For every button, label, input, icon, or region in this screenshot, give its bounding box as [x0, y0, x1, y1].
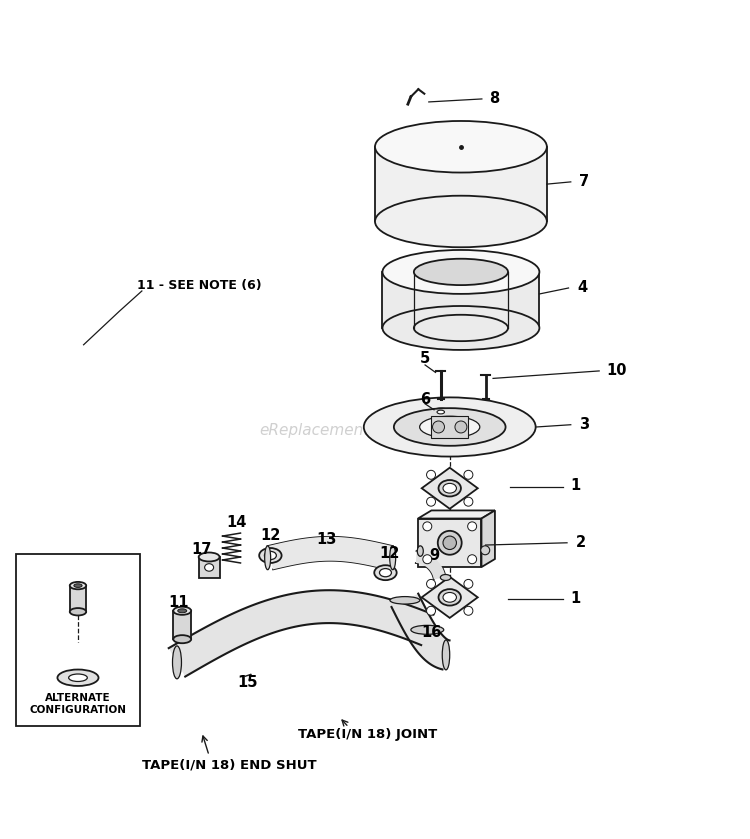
Ellipse shape [364, 398, 536, 456]
Circle shape [464, 580, 473, 588]
Polygon shape [173, 611, 191, 639]
Text: 10: 10 [606, 363, 626, 378]
Text: 1: 1 [570, 591, 580, 607]
Circle shape [427, 580, 436, 588]
Text: TAPE(I/N 18) END SHUT: TAPE(I/N 18) END SHUT [142, 758, 316, 771]
Ellipse shape [420, 416, 480, 438]
Text: eReplacementParts.com: eReplacementParts.com [260, 423, 446, 438]
Ellipse shape [439, 480, 461, 497]
Circle shape [433, 421, 445, 433]
Ellipse shape [417, 546, 423, 556]
Text: 11 - SEE NOTE (6): 11 - SEE NOTE (6) [137, 279, 262, 291]
Circle shape [427, 607, 436, 615]
Ellipse shape [173, 607, 191, 615]
Polygon shape [268, 537, 393, 570]
Text: 16: 16 [421, 625, 441, 640]
Ellipse shape [390, 597, 420, 604]
Ellipse shape [58, 670, 98, 686]
Text: 13: 13 [316, 532, 337, 546]
Ellipse shape [414, 258, 508, 285]
Text: 14: 14 [226, 515, 246, 530]
Ellipse shape [260, 548, 281, 563]
Ellipse shape [172, 646, 182, 679]
Text: 8: 8 [490, 91, 500, 106]
Polygon shape [375, 147, 547, 221]
Ellipse shape [414, 315, 508, 341]
Text: 12: 12 [260, 528, 280, 543]
FancyBboxPatch shape [16, 554, 140, 726]
Polygon shape [418, 510, 495, 519]
Circle shape [468, 522, 476, 531]
Circle shape [455, 421, 467, 433]
Ellipse shape [178, 609, 187, 612]
Polygon shape [416, 551, 446, 580]
Ellipse shape [375, 195, 547, 248]
Ellipse shape [382, 306, 539, 350]
Ellipse shape [70, 582, 86, 589]
Polygon shape [422, 576, 478, 618]
Ellipse shape [443, 592, 457, 602]
Circle shape [464, 498, 473, 506]
Ellipse shape [440, 575, 451, 581]
Text: 1: 1 [570, 477, 580, 492]
Ellipse shape [380, 569, 392, 576]
Circle shape [468, 555, 476, 564]
Circle shape [427, 498, 436, 506]
Text: 17: 17 [191, 542, 211, 557]
Ellipse shape [70, 608, 86, 616]
Text: 11: 11 [168, 595, 189, 610]
Ellipse shape [265, 546, 271, 570]
Ellipse shape [439, 589, 461, 606]
Text: 9: 9 [430, 548, 439, 563]
Ellipse shape [443, 536, 457, 550]
Circle shape [464, 471, 473, 479]
Ellipse shape [481, 546, 490, 555]
Polygon shape [418, 519, 482, 567]
Text: 6: 6 [420, 392, 430, 407]
Text: 7: 7 [579, 175, 590, 190]
Text: 2: 2 [575, 535, 586, 550]
Ellipse shape [199, 553, 220, 561]
Ellipse shape [74, 584, 82, 587]
Ellipse shape [69, 674, 87, 681]
Text: 5: 5 [420, 351, 430, 366]
Ellipse shape [390, 546, 396, 570]
Text: ALTERNATE
CONFIGURATION: ALTERNATE CONFIGURATION [29, 693, 127, 715]
Text: 12: 12 [380, 546, 400, 561]
Polygon shape [199, 557, 220, 578]
Ellipse shape [433, 409, 449, 416]
Polygon shape [392, 594, 449, 670]
Polygon shape [482, 510, 495, 567]
Circle shape [423, 555, 432, 564]
Ellipse shape [437, 410, 445, 414]
Ellipse shape [442, 640, 450, 670]
Ellipse shape [411, 625, 444, 634]
Ellipse shape [374, 565, 397, 580]
Ellipse shape [394, 408, 506, 446]
Text: TAPE(I/N 18) JOINT: TAPE(I/N 18) JOINT [298, 728, 437, 742]
Text: 3: 3 [579, 417, 590, 432]
Ellipse shape [438, 531, 462, 555]
Circle shape [423, 522, 432, 531]
Ellipse shape [173, 635, 191, 644]
Ellipse shape [375, 121, 547, 173]
Text: 15: 15 [238, 675, 258, 690]
Ellipse shape [205, 564, 214, 571]
Polygon shape [431, 416, 469, 438]
Ellipse shape [265, 551, 276, 560]
Ellipse shape [382, 250, 539, 294]
Polygon shape [70, 586, 86, 612]
Ellipse shape [443, 483, 457, 493]
Circle shape [427, 471, 436, 479]
Circle shape [464, 607, 473, 615]
Text: 4: 4 [577, 280, 587, 295]
Polygon shape [169, 590, 434, 676]
Polygon shape [422, 467, 478, 508]
Polygon shape [382, 272, 539, 328]
